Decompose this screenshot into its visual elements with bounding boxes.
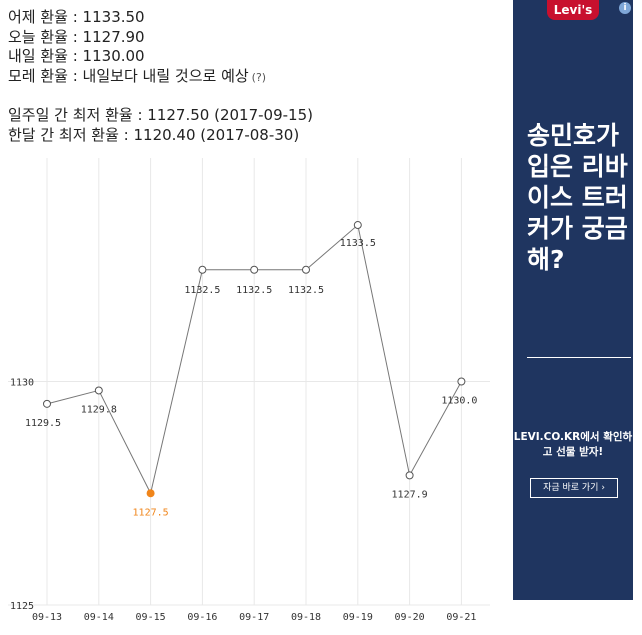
- data-label: 1132.5: [288, 285, 324, 296]
- data-label: 1127.5: [133, 507, 169, 518]
- y-tick-label: 1125: [10, 601, 34, 612]
- exchange-rate-chart: 1129.5 1129.8 1127.5 1132.5 1132.5 1132.5 1133…: [8, 158, 490, 624]
- yesterday-rate: 어제 환율 : 1133.50: [8, 8, 145, 26]
- data-label: 1129.5: [25, 418, 61, 429]
- tomorrow-rate: 내일 환율 : 1130.00: [8, 47, 145, 65]
- y-tick-label: 1130: [10, 378, 34, 389]
- data-label: 1130.0: [441, 396, 477, 407]
- info-icon[interactable]: i: [619, 2, 631, 14]
- data-label: 1133.5: [340, 238, 376, 249]
- data-label: 1132.5: [184, 285, 220, 296]
- data-point-highlight: [146, 489, 155, 498]
- x-tick-label: 09-20: [395, 612, 425, 623]
- spacer: [8, 87, 313, 106]
- data-label: 1127.9: [392, 489, 428, 500]
- ad-subtext[interactable]: LEVI.CO.KR에서 확인하고 선물 받자!: [513, 431, 633, 458]
- x-tick-label: 09-21: [446, 612, 476, 623]
- data-label: 1129.8: [81, 404, 117, 415]
- ad-divider: [527, 357, 631, 358]
- exchange-rate-summary: 어제 환율 : 1133.50 오늘 환율 : 1127.90 내일 환율 : …: [8, 8, 313, 145]
- help-link[interactable]: (?): [251, 70, 267, 84]
- today-rate: 오늘 환율 : 1127.90: [8, 27, 145, 46]
- data-point: [405, 471, 414, 480]
- x-tick-label: 09-15: [136, 612, 166, 623]
- x-tick-label: 09-17: [239, 612, 269, 623]
- week-low-rate: 일주일 간 최저 환율 : 1127.50 (2017-09-15): [8, 106, 313, 124]
- x-tick-label: 09-16: [187, 612, 217, 623]
- data-point: [250, 265, 259, 274]
- data-point: [302, 265, 310, 274]
- data-point: [43, 399, 51, 408]
- data-labels: 1129.5 1129.8 1127.5 1132.5 1132.5 1132.5 1133…: [25, 238, 478, 518]
- x-tick-label: 09-13: [32, 612, 62, 623]
- axis-labels: 1125 1130 09-13 09-14 09-15 09-16 09-17 09-18 09…: [10, 378, 476, 624]
- data-point: [94, 386, 103, 395]
- day-after-text: 모레 환율 : 내일보다 내릴 것으로 예상: [8, 66, 249, 85]
- data-points: [43, 221, 466, 498]
- ad-cta-button[interactable]: 자금 바로 가기 ›: [530, 478, 618, 498]
- data-point: [198, 265, 207, 274]
- x-tick-label: 09-19: [343, 612, 373, 623]
- data-label: 1132.5: [236, 285, 272, 296]
- data-point: [353, 221, 362, 230]
- day-after-forecast: 모레 환율 : 내일보다 내릴 것으로 예상 (?): [8, 67, 313, 88]
- x-tick-label: 09-18: [291, 612, 321, 623]
- month-low-rate: 한달 간 최저 환율 : 1120.40 (2017-08-30): [8, 125, 300, 144]
- grid-lines: [8, 158, 490, 606]
- x-tick-label: 09-14: [84, 612, 114, 623]
- levis-advertisement[interactable]: Levi's i 송민호가 입은 리바이스 트러커가 궁금해? LEVI.CO.…: [513, 0, 633, 600]
- ad-headline[interactable]: 송민호가 입은 리바이스 트러커가 궁금해?: [527, 121, 628, 274]
- data-point: [457, 377, 466, 386]
- levis-logo[interactable]: Levi's: [547, 0, 599, 20]
